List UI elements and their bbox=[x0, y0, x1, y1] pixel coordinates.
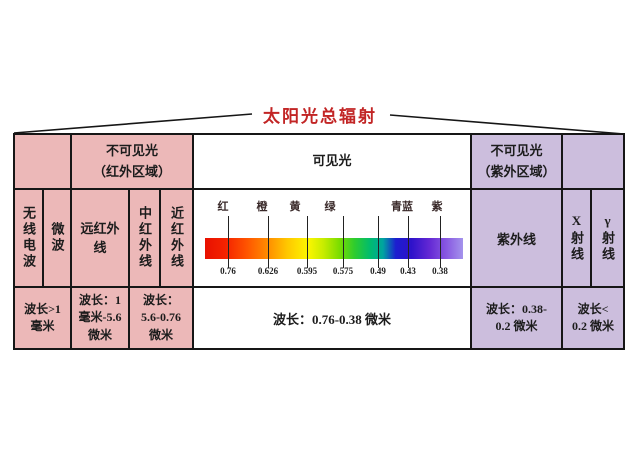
spectrum-tick-3 bbox=[307, 216, 308, 268]
uv-header-line1: 不可见光 bbox=[490, 143, 543, 159]
cell-radio-wavelength: 波长>1 毫米 bbox=[15, 288, 72, 348]
cell-gamma-ray: γ射线 bbox=[592, 190, 623, 288]
spectrum-tick-4 bbox=[343, 216, 344, 268]
radio-wavelength-line1: 波长>1 bbox=[24, 301, 61, 316]
cell-radio-waves: 无线电波 bbox=[15, 190, 44, 288]
xgamma-wavelength-line2: 0.2 微米 bbox=[571, 319, 614, 333]
visible-wavelength-label: 波长：0.76-0.38 微米 bbox=[272, 311, 392, 327]
spectrum-value-5: 0.49 bbox=[370, 266, 386, 276]
spectrum-tick-1 bbox=[228, 216, 229, 268]
spectrum-gradient-bar bbox=[205, 238, 463, 259]
spectrum-value-7: 0.38 bbox=[432, 266, 448, 276]
radio-wavelength-line2: 毫米 bbox=[30, 319, 55, 333]
spectrum-value-3: 0.595 bbox=[296, 266, 318, 276]
visible-header-label: 可见光 bbox=[312, 153, 352, 169]
far-infrared-line1: 远红外 bbox=[80, 220, 120, 236]
spectrum-label-green: 绿 bbox=[324, 201, 336, 213]
radio-waves-label: 无线电波 bbox=[21, 206, 36, 270]
cell-visible-header: 可见光 bbox=[194, 135, 472, 190]
spectrum-value-2: 0.626 bbox=[257, 266, 279, 276]
cell-uv-wavelength: 波长：0.38- 0.2 微米 bbox=[472, 288, 563, 348]
cell-xgamma-wavelength: 波长< 0.2 微米 bbox=[563, 288, 623, 348]
spectrum-label-yellow: 黄 bbox=[289, 201, 301, 213]
cell-xray-header-empty bbox=[563, 135, 623, 190]
spectrum-tick-2 bbox=[268, 216, 269, 268]
spectrum-label-violet: 紫 bbox=[431, 201, 443, 213]
spectrum-value-4: 0.575 bbox=[332, 266, 354, 276]
cell-far-infrared: 远红外 线 bbox=[72, 190, 130, 288]
cell-mid-infrared: 中红外线 bbox=[130, 190, 161, 288]
spectrum-label-orange: 橙 bbox=[256, 201, 268, 213]
spectrum-tick-7 bbox=[440, 216, 441, 268]
near-infrared-label: 近红外线 bbox=[169, 206, 184, 270]
cell-visible-spectrum: 红 橙 黄 绿 青蓝 紫 0.76 0.626 0.595 0.575 0.49… bbox=[194, 190, 472, 288]
spectrum-tick-5 bbox=[378, 216, 379, 268]
cell-near-infrared: 近红外线 bbox=[161, 190, 194, 288]
far-ir-wavelength-line1: 波长：1 bbox=[78, 292, 121, 307]
cell-ultraviolet: 紫外线 bbox=[472, 190, 563, 288]
xray-label: X射线 bbox=[569, 213, 584, 263]
far-ir-wavelength-line2: 毫米-5.6 bbox=[78, 310, 122, 325]
spectrum-table: 不可见光 （红外区域） 可见光 不可见光 （紫外区域） 无线电波 微波 远红外 … bbox=[13, 133, 625, 350]
infrared-header-line1: 不可见光 bbox=[105, 143, 158, 159]
mid-near-ir-wavelength-line3: 微米 bbox=[148, 327, 173, 342]
uv-wavelength-line1: 波长：0.38- bbox=[486, 301, 547, 316]
mid-infrared-label: 中红外线 bbox=[137, 206, 152, 270]
roof-right-line bbox=[389, 114, 625, 135]
spectrum-tick-6 bbox=[408, 216, 409, 268]
cell-mid-near-ir-wavelength: 波长： 5.6-0.76 微米 bbox=[130, 288, 194, 348]
cell-uv-header: 不可见光 （紫外区域） bbox=[472, 135, 563, 190]
infrared-header-line2: （红外区域） bbox=[92, 163, 171, 179]
cell-infrared-header: 不可见光 （红外区域） bbox=[72, 135, 194, 190]
cell-visible-wavelength: 波长：0.76-0.38 微米 bbox=[194, 288, 472, 348]
spectrum-value-1: 0.76 bbox=[220, 266, 236, 276]
far-ir-wavelength-line3: 微米 bbox=[87, 327, 112, 342]
uv-wavelength-line2: 0.2 微米 bbox=[495, 319, 538, 333]
diagram-title: 太阳光总辐射 bbox=[263, 107, 377, 126]
cell-far-ir-wavelength: 波长：1 毫米-5.6 微米 bbox=[72, 288, 130, 348]
mid-near-ir-wavelength-line1: 波长： bbox=[142, 292, 179, 307]
microwave-label: 微波 bbox=[49, 222, 65, 254]
pointer-lines bbox=[13, 113, 625, 135]
spectrum-value-6: 0.43 bbox=[400, 266, 416, 276]
spectrum-label-cyanblue: 青蓝 bbox=[391, 201, 413, 213]
cell-xray: X射线 bbox=[563, 190, 592, 288]
cell-radio-header-empty bbox=[15, 135, 72, 190]
xgamma-wavelength-line1: 波长< bbox=[577, 301, 609, 316]
gamma-ray-label: γ射线 bbox=[600, 213, 615, 263]
cell-microwave: 微波 bbox=[44, 190, 72, 288]
far-infrared-line2: 线 bbox=[93, 240, 107, 255]
uv-header-line2: （紫外区域） bbox=[477, 163, 556, 179]
spectrum-label-red: 红 bbox=[217, 201, 229, 213]
mid-near-ir-wavelength-line2: 5.6-0.76 bbox=[141, 310, 181, 325]
roof-left-line bbox=[13, 113, 253, 134]
ultraviolet-label: 紫外线 bbox=[496, 231, 536, 247]
